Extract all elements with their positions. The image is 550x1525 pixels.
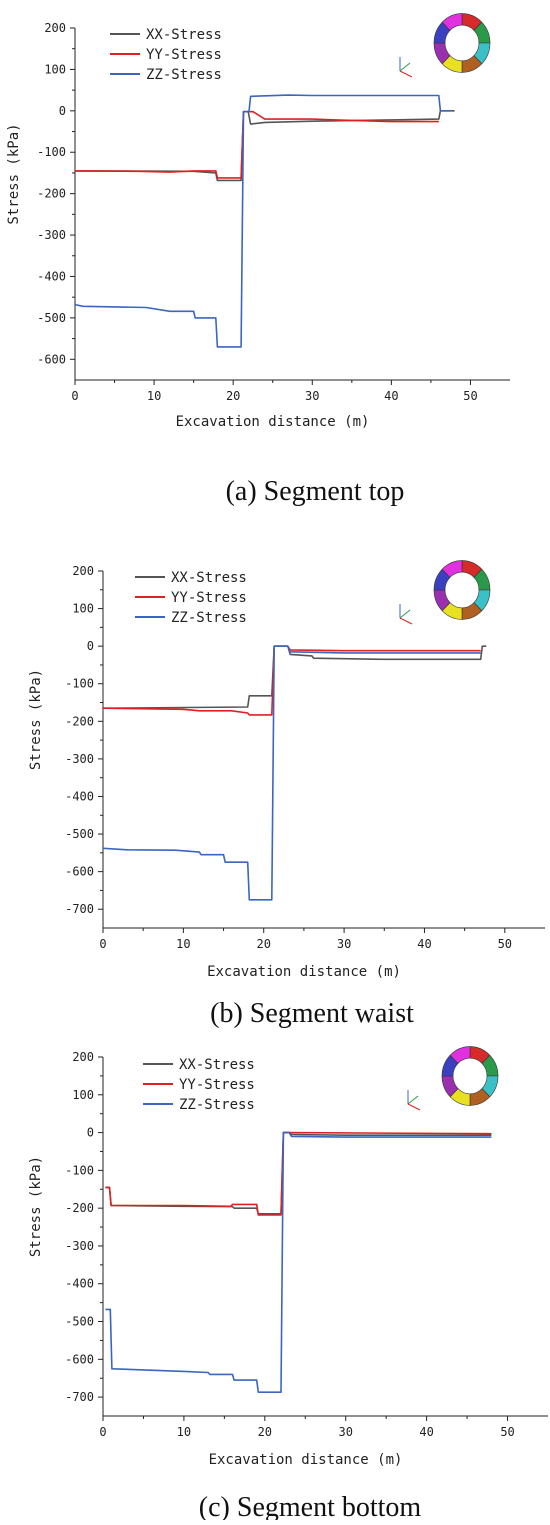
figure-caption: (a) Segment top	[226, 476, 405, 507]
x-tick-label: 0	[99, 937, 106, 951]
figure-caption: (c) Segment bottom	[199, 1492, 422, 1520]
y-tick-label: -600	[37, 352, 66, 366]
x-tick-label: 40	[417, 937, 431, 951]
y-tick-label: -500	[65, 1315, 94, 1329]
y-tick-label: 0	[87, 639, 94, 653]
y-axis-title: Stress (kPa)	[28, 669, 44, 770]
x-tick-label: 10	[147, 389, 161, 403]
y-tick-label: -300	[37, 228, 66, 242]
axis-y-line	[399, 609, 411, 619]
x-axis-title: Excavation distance (m)	[207, 964, 401, 980]
x-tick-label: 0	[99, 1425, 106, 1439]
series-line-yy-stress	[74, 110, 439, 179]
axis-x-line	[399, 70, 413, 78]
x-tick-label: 30	[337, 937, 351, 951]
legend-label: XX-Stress	[171, 570, 247, 586]
series-line-zz-stress	[105, 1131, 492, 1393]
y-tick-label: -100	[37, 145, 66, 159]
x-tick-label: 10	[176, 937, 190, 951]
legend-label: ZZ-Stress	[171, 610, 247, 626]
axis-y-line	[399, 62, 411, 72]
axes-triad-icon	[399, 604, 413, 625]
segment-ring-icon	[433, 13, 491, 73]
axes-triad-icon	[399, 57, 413, 78]
y-tick-label: 100	[44, 62, 66, 76]
x-axis-title: Excavation distance (m)	[209, 1452, 403, 1468]
y-tick-label: 200	[44, 21, 66, 35]
y-axis-title: Stress (kPa)	[6, 123, 22, 224]
x-tick-label: 10	[177, 1425, 191, 1439]
x-axis-title: Excavation distance (m)	[176, 414, 370, 430]
series-line-xx-stress	[105, 1131, 492, 1215]
ring-segment	[441, 560, 463, 578]
x-tick-label: 50	[463, 389, 477, 403]
chart-panel: 200 100 0 -100 -200 -300 -400 -500 -600 -700 0 10 20…	[28, 1046, 548, 1523]
series-line-yy-stress	[105, 1131, 492, 1216]
legend-label: ZZ-Stress	[146, 67, 222, 83]
axes-triad-icon	[407, 1090, 421, 1111]
x-tick-label: 50	[498, 937, 512, 951]
ring-segment	[449, 1046, 471, 1064]
y-tick-label: -700	[65, 1390, 94, 1404]
y-tick-label: -700	[65, 902, 94, 916]
y-tick-label: 200	[72, 1050, 94, 1064]
series-line-yy-stress	[102, 645, 481, 716]
y-tick-label: -600	[65, 1352, 94, 1366]
legend-label: YY-Stress	[146, 47, 222, 63]
y-tick-label: -400	[37, 269, 66, 283]
y-tick-label: -200	[37, 187, 66, 201]
x-tick-label: 30	[339, 1425, 353, 1439]
x-tick-label: 40	[419, 1425, 433, 1439]
segment-ring-icon	[441, 1046, 499, 1106]
y-tick-label: 100	[72, 1088, 94, 1102]
y-tick-label: -500	[37, 311, 66, 325]
x-tick-label: 20	[258, 1425, 272, 1439]
chart-panel: 200 100 0 -100 -200 -300 -400 -500 -600 -700 0 10 20…	[28, 560, 545, 1029]
figure-caption: (b) Segment waist	[210, 998, 414, 1029]
y-tick-label: -300	[65, 1239, 94, 1253]
x-tick-label: 50	[500, 1425, 514, 1439]
y-tick-label: -500	[65, 827, 94, 841]
y-tick-label: -200	[65, 714, 94, 728]
series-line-zz-stress	[102, 645, 481, 901]
y-tick-label: -100	[65, 677, 94, 691]
y-tick-label: -400	[65, 1277, 94, 1291]
axis-y-line	[407, 1095, 419, 1105]
y-tick-label: 0	[87, 1126, 94, 1140]
y-tick-label: 0	[59, 104, 66, 118]
x-tick-label: 30	[305, 389, 319, 403]
y-tick-label: 200	[72, 564, 94, 578]
axis-x-line	[407, 1103, 421, 1111]
series-line-xx-stress	[102, 645, 487, 709]
axis-x-line	[399, 617, 413, 625]
y-tick-label: -200	[65, 1201, 94, 1215]
x-tick-label: 20	[226, 389, 240, 403]
x-tick-label: 40	[384, 389, 398, 403]
y-tick-label: 100	[72, 602, 94, 616]
y-tick-label: -300	[65, 752, 94, 766]
legend-label: XX-Stress	[179, 1057, 255, 1073]
x-tick-label: 0	[71, 389, 78, 403]
y-tick-label: -600	[65, 865, 94, 879]
legend-label: YY-Stress	[179, 1077, 255, 1093]
ring-segment	[441, 13, 463, 31]
chart-panel: 200 100 0 -100 -200 -300 -400 -500 -600 0 10 20 30 40…	[6, 13, 510, 507]
legend-label: YY-Stress	[171, 590, 247, 606]
segment-ring-icon	[433, 560, 491, 620]
y-tick-label: -100	[65, 1163, 94, 1177]
x-tick-label: 20	[257, 937, 271, 951]
series-line-zz-stress	[74, 94, 451, 348]
y-axis-title: Stress (kPa)	[28, 1156, 44, 1257]
y-tick-label: -400	[65, 789, 94, 803]
legend-label: ZZ-Stress	[179, 1097, 255, 1113]
legend-label: XX-Stress	[146, 27, 222, 43]
